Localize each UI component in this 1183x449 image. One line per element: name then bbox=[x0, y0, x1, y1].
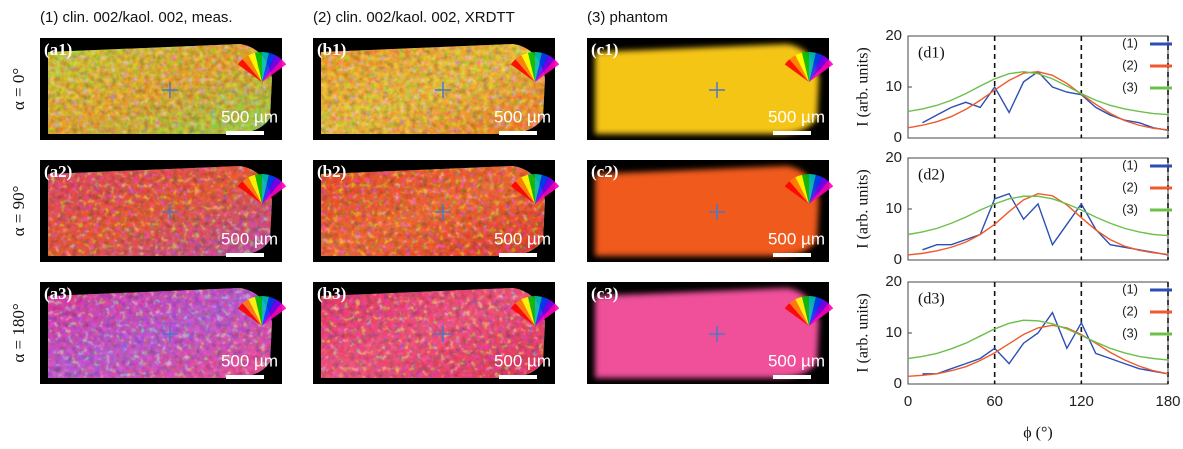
scale-bar-label: 500 µm bbox=[494, 351, 551, 370]
panel-label: (d2) bbox=[918, 167, 945, 184]
x-tick-label: 120 bbox=[1069, 393, 1094, 410]
scale-bar-label: 500 µm bbox=[221, 107, 278, 126]
y-tick-label: 20 bbox=[885, 273, 902, 290]
legend-label: (2) bbox=[1122, 303, 1138, 318]
column-title: (1) clin. 002/kaol. 002, meas. bbox=[40, 9, 233, 26]
y-tick-label: 20 bbox=[885, 27, 902, 44]
image-panel: (c1) 500 µm bbox=[587, 38, 833, 140]
y-tick-label: 10 bbox=[885, 78, 902, 95]
scale-bar-label: 500 µm bbox=[494, 107, 551, 126]
y-tick-label: 10 bbox=[885, 200, 902, 217]
scale-bar bbox=[773, 253, 811, 257]
panel-label: (b3) bbox=[317, 284, 346, 303]
scale-bar bbox=[226, 253, 264, 257]
image-panel: (a1) 500 µm bbox=[40, 38, 286, 140]
y-tick-label: 20 bbox=[885, 149, 902, 166]
legend-label: (3) bbox=[1122, 79, 1138, 94]
figure: (1) clin. 002/kaol. 002, meas. (2) clin. … bbox=[0, 0, 1183, 444]
x-axis-label: ϕ (°) bbox=[1023, 425, 1052, 442]
scale-bar bbox=[773, 131, 811, 135]
image-panel: (b3) 500 µm bbox=[313, 282, 559, 384]
panel-label: (b2) bbox=[317, 162, 346, 181]
panel-label: (c1) bbox=[591, 40, 618, 59]
y-tick-label: 0 bbox=[894, 375, 902, 392]
panel-label: (d3) bbox=[918, 291, 945, 308]
y-tick-label: 10 bbox=[885, 324, 902, 341]
y-tick-label: 0 bbox=[894, 251, 902, 268]
image-panel: (b2) 500 µm bbox=[313, 160, 559, 262]
legend-label: (1) bbox=[1122, 35, 1138, 50]
legend-label: (1) bbox=[1122, 157, 1138, 172]
x-tick-label: 60 bbox=[986, 393, 1003, 410]
scale-bar-label: 500 µm bbox=[221, 351, 278, 370]
legend-label: (3) bbox=[1122, 325, 1138, 340]
image-panel: (a3) 500 µm bbox=[40, 282, 286, 384]
scale-bar-label: 500 µm bbox=[768, 229, 825, 248]
scale-bar bbox=[499, 131, 537, 135]
panel-label: (c2) bbox=[591, 162, 618, 181]
scale-bar bbox=[499, 375, 537, 379]
panel-label: (d1) bbox=[918, 45, 945, 62]
legend-label: (2) bbox=[1122, 179, 1138, 194]
panel-label: (b1) bbox=[317, 40, 346, 59]
row-label: α = 180° bbox=[9, 303, 28, 362]
scale-bar-label: 500 µm bbox=[768, 351, 825, 370]
column-title: (2) clin. 002/kaol. 002, XRDTT bbox=[313, 9, 515, 26]
image-panel: (c3) 500 µm bbox=[587, 282, 833, 384]
y-axis-label: I (arb. units) bbox=[855, 47, 872, 127]
panel-label: (c3) bbox=[591, 284, 618, 303]
panel-label: (a1) bbox=[44, 40, 72, 59]
y-axis-label: I (arb. units) bbox=[855, 293, 872, 373]
row-label: α = 90° bbox=[9, 186, 28, 237]
legend-label: (2) bbox=[1122, 57, 1138, 72]
y-tick-label: 0 bbox=[894, 129, 902, 146]
scale-bar-label: 500 µm bbox=[494, 229, 551, 248]
legend-label: (1) bbox=[1122, 281, 1138, 296]
legend-label: (3) bbox=[1122, 201, 1138, 216]
column-title: (3) phantom bbox=[587, 9, 668, 26]
image-panel: (c2) 500 µm bbox=[587, 160, 833, 262]
x-tick-label: 180 bbox=[1155, 393, 1180, 410]
x-tick-label: 0 bbox=[904, 393, 912, 410]
scale-bar bbox=[226, 131, 264, 135]
scale-bar bbox=[773, 375, 811, 379]
image-panel: (a2) 500 µm bbox=[40, 160, 286, 262]
image-panel: (b1) 500 µm bbox=[313, 38, 559, 140]
row-label: α = 0° bbox=[9, 68, 28, 110]
scale-bar-label: 500 µm bbox=[221, 229, 278, 248]
panel-label: (a3) bbox=[44, 284, 72, 303]
scale-bar-label: 500 µm bbox=[768, 107, 825, 126]
panel-label: (a2) bbox=[44, 162, 72, 181]
y-axis-label: I (arb. units) bbox=[855, 169, 872, 249]
scale-bar bbox=[499, 253, 537, 257]
scale-bar bbox=[226, 375, 264, 379]
